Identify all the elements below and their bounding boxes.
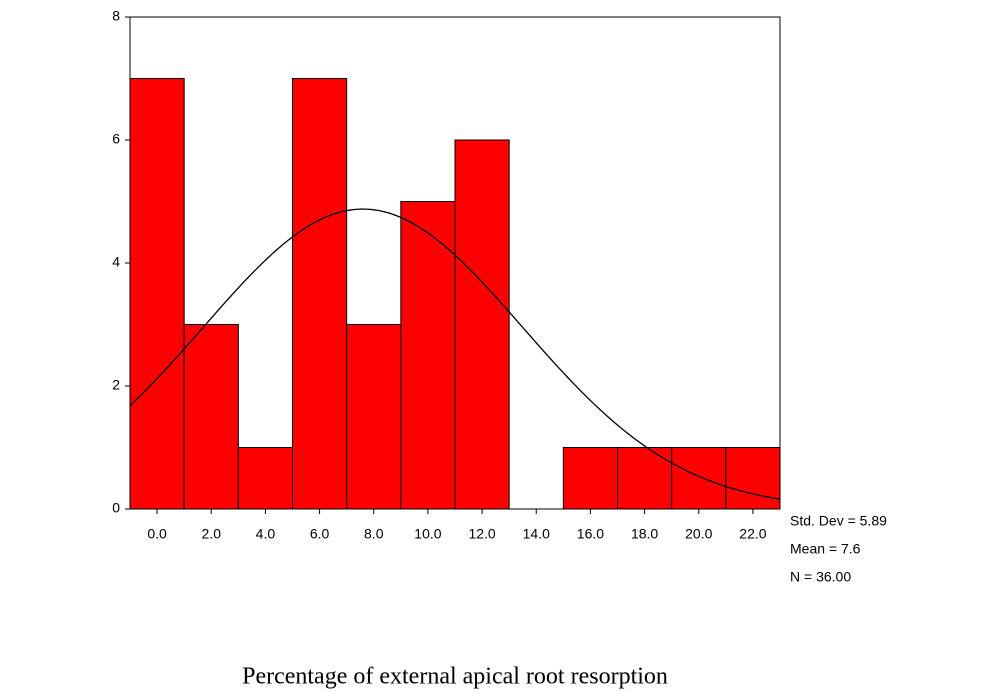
x-tick-label: 10.0 [414, 526, 441, 542]
stat-label: Std. Dev = 5.89 [790, 513, 887, 529]
x-tick-label: 14.0 [523, 526, 550, 542]
x-tick-label: 12.0 [468, 526, 495, 542]
x-tick-label: 8.0 [364, 526, 384, 542]
y-tick-label: 8 [112, 8, 120, 24]
bar [671, 447, 727, 510]
normal-curve [129, 208, 781, 500]
x-axis-label: Percentage of external apical root resor… [242, 664, 668, 690]
y-tick-label: 6 [112, 131, 120, 147]
bar [183, 324, 239, 510]
x-tick-label: 6.0 [310, 526, 330, 542]
x-tick-label: 0.0 [147, 526, 167, 542]
bar [346, 324, 402, 510]
y-tick-label: 2 [112, 377, 120, 393]
bar [237, 447, 293, 510]
bar [725, 447, 781, 510]
x-tick-label: 18.0 [631, 526, 658, 542]
bar [617, 447, 673, 510]
x-tick-label: 2.0 [202, 526, 222, 542]
x-tick-label: 4.0 [256, 526, 276, 542]
x-tick-label: 16.0 [577, 526, 604, 542]
x-tick-label: 22.0 [739, 526, 766, 542]
bar [454, 139, 510, 510]
bar [129, 78, 185, 510]
y-tick-label: 4 [112, 254, 120, 270]
stat-label: Mean = 7.6 [790, 541, 861, 557]
stat-label: N = 36.00 [790, 569, 851, 585]
bar [562, 447, 618, 510]
bar [292, 78, 348, 510]
bar [400, 201, 456, 510]
y-tick-label: 0 [112, 500, 120, 516]
x-tick-label: 20.0 [685, 526, 712, 542]
